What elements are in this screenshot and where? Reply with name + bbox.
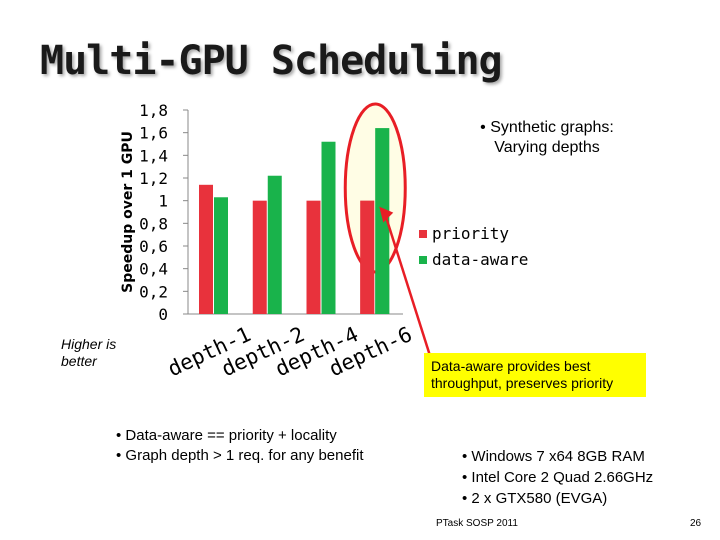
legend-swatch-priority: [419, 230, 427, 238]
y-tick-label: 1,2: [139, 169, 168, 188]
page-number: 26: [690, 518, 702, 529]
y-tick-label: 0,4: [139, 260, 168, 279]
bullet-item: • Graph depth > 1 req. for any benefit: [116, 447, 364, 464]
bar-priority-depth-4: [306, 200, 321, 314]
bullets-left: • Data-aware == priority + locality • Gr…: [116, 426, 426, 466]
bar-priority-depth-6-highlighted: [360, 200, 375, 314]
synthetic-graphs-note: • Synthetic graphs: Varying depths: [480, 119, 614, 156]
legend-label-data-aware: data-aware: [432, 250, 528, 269]
bar-priority-depth-2: [252, 200, 267, 314]
legend-swatch-data-aware: [419, 256, 427, 264]
y-tick-label: 0,2: [139, 282, 168, 301]
bullet-item: • Data-aware == priority + locality: [116, 427, 337, 444]
y-tick-label: 0,8: [139, 214, 168, 233]
bar-data-aware-depth-6-highlighted: [375, 128, 390, 314]
y-axis-title: Speedup over 1 GPU: [120, 131, 136, 293]
higher-is-better-note: Higher is better: [61, 336, 117, 369]
bar-priority-depth-1: [199, 184, 213, 314]
callout-box: Data-aware provides best throughput, pre…: [424, 353, 646, 397]
callout-arrow-head: [379, 206, 394, 223]
spec-item: • Windows 7 x64 8GB RAM: [462, 448, 645, 465]
y-tick-label: 1: [158, 192, 168, 211]
callout-arrow-line: [384, 214, 434, 363]
y-tick-label: 0,6: [139, 237, 168, 256]
spec-item: • 2 x GTX580 (EVGA): [462, 490, 608, 507]
y-tick-label: 0: [158, 305, 168, 324]
y-tick-label: 1,6: [139, 124, 168, 143]
spec-item: • Intel Core 2 Quad 2.66GHz: [462, 469, 654, 486]
bar-data-aware-depth-4: [321, 141, 336, 314]
bar-data-aware-depth-1: [214, 197, 228, 314]
y-tick-label: 1,8: [139, 101, 168, 120]
legend-label-priority: priority: [432, 224, 509, 243]
slide-title: Multi-GPU Scheduling: [40, 38, 503, 84]
system-specs: • Windows 7 x64 8GB RAM • Intel Core 2 Q…: [462, 446, 712, 509]
footer-text: PTask SOSP 2011: [436, 518, 518, 529]
bar-data-aware-depth-2: [267, 175, 282, 314]
y-tick-label: 1,4: [139, 146, 168, 165]
